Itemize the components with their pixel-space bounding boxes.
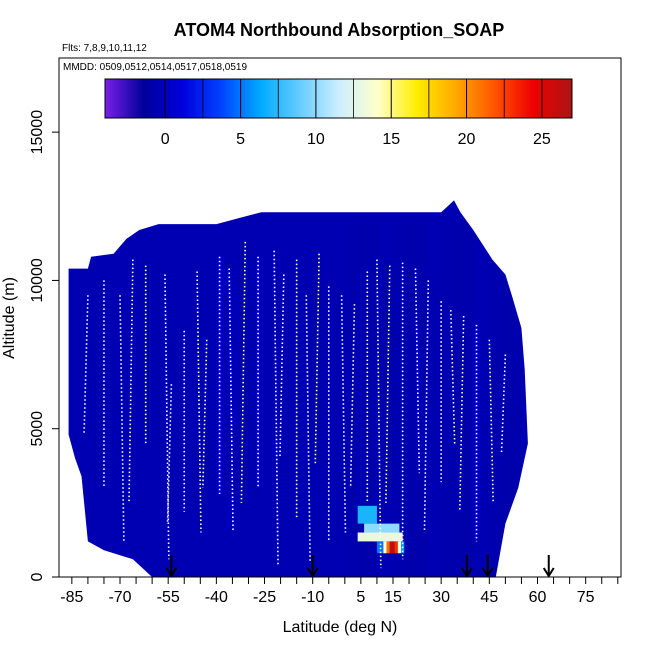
dates-label: MMDD: 0509,0512,0514,0517,0518,0519 [63,62,247,73]
heat-cell [386,541,390,554]
coverage-area [68,200,528,577]
profile-track [314,253,320,465]
profile-tracks-layer [83,241,507,569]
profile-track [279,274,285,459]
colorbar-tick-label: 5 [236,131,245,148]
arrow-marker [461,555,473,578]
x-tick-label: -55 [157,589,180,606]
profile-track [166,384,173,524]
profile-track [164,274,170,560]
x-axis-label: Latitude (deg N) [283,619,398,636]
profile-track [202,339,208,489]
texture-band [492,221,503,577]
y-tick-label: 0 [29,572,46,581]
colorbar: 0 5 10 15 20 25 [104,78,573,148]
y-tick-label: 15000 [29,110,46,155]
texture-band [454,221,464,577]
colorbar-tick-label: 25 [533,131,551,148]
colorbar-tick-label: 0 [161,131,170,148]
x-tick-label: -40 [205,589,228,606]
flights-label: Flts: 7,8,9,10,11,12 [62,43,147,54]
profile-track [500,354,507,453]
profile-track [458,316,465,512]
x-tick-label: 5 [356,589,365,606]
profile-track [273,250,279,566]
plot-frame [58,57,622,578]
texture-band [405,221,416,577]
x-tick-label: -70 [108,589,131,606]
texture-band [348,221,358,577]
arrow-marker [542,555,555,578]
heat-cell [376,541,384,554]
profile-track [128,259,134,503]
heat-cell [394,541,398,554]
texture-band [357,221,368,577]
colorbar-tick-label: 20 [458,131,476,148]
colorbar-tick-label: 10 [307,131,325,148]
profile-track [349,304,356,489]
heat-cell [397,541,402,554]
colorbar-tick-label: 15 [382,131,400,148]
y-tick-label: 10000 [29,258,46,303]
x-tick-label: -85 [60,589,83,606]
profile-track [305,295,311,563]
heat-cell [364,523,400,533]
arrow-marker [165,555,178,578]
heat-cell [357,505,377,524]
y-axis-label: Altitude (m) [1,277,18,359]
texture-band [396,221,406,577]
chart-title: ATOM4 Northbound Absorption_SOAP [174,20,505,40]
texture-band [367,221,377,577]
profile-track [83,295,89,435]
x-tick-label: -10 [301,589,324,606]
texture-band [483,221,493,577]
heat-cell [389,541,395,554]
arrow-markers-layer [165,555,555,578]
x-tick-label: 30 [432,589,450,606]
heat-cell [383,541,387,554]
texture-band [435,221,445,577]
arrow-marker [481,555,494,578]
arrow-marker [306,555,319,578]
colorbar-gradient [104,78,573,119]
x-tick-label: 45 [480,589,498,606]
texture-band [415,221,426,577]
x-tick-label: 60 [529,589,547,606]
texture-band [511,221,522,577]
texture-band [502,221,512,577]
heatmap-layer [68,200,528,577]
x-tick-label: -25 [253,589,276,606]
y-tick-label: 5000 [29,411,46,447]
x-axis: -85 -70 -55 -40 -25 -10 5 15 30 45 60 75 [60,577,619,606]
x-tick-label: 15 [384,589,402,606]
texture-band [444,221,455,577]
x-tick-label: 75 [577,589,595,606]
profile-track [376,259,382,569]
profile-track [119,295,125,542]
texture-band [463,221,474,577]
y-axis: 0 5000 10000 15000 [29,110,59,581]
